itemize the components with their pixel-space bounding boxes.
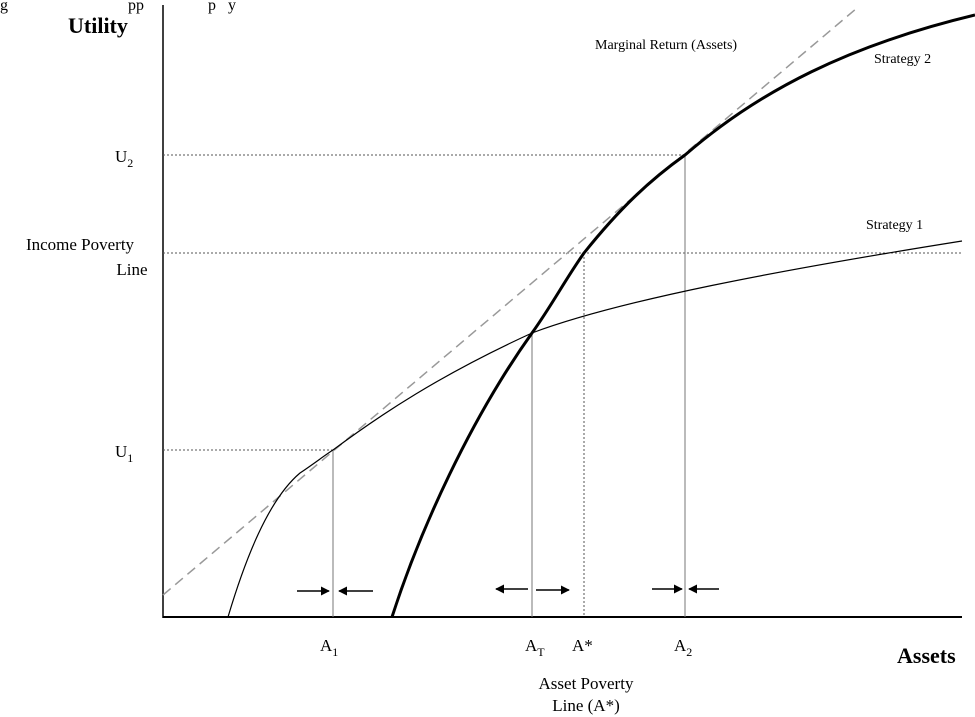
income-poverty-line-label-1: Income Poverty (26, 235, 135, 254)
cut-off-caption: g pp p y (0, 0, 236, 14)
income-poverty-line-label-2: Line (116, 260, 147, 279)
at-label: AT (525, 636, 545, 659)
asset-poverty-line-label-2: Line (A*) (552, 696, 620, 715)
y-axis-title: Utility (68, 13, 128, 38)
strategy-1-label: Strategy 1 (866, 218, 923, 233)
strategy-2-curve (390, 13, 975, 618)
astar-label: A* (572, 636, 593, 655)
x-axis-title: Assets (897, 643, 956, 668)
u2-label: U2 (115, 147, 133, 170)
strategy-2-label: Strategy 2 (874, 52, 931, 67)
u1-label: U1 (115, 442, 133, 465)
marginal-return-label: Marginal Return (Assets) (595, 38, 737, 53)
marginal-return-line (162, 7, 858, 596)
a1-label: A1 (320, 636, 338, 659)
asset-poverty-line-label-1: Asset Poverty (539, 674, 634, 693)
a2-label: A2 (674, 636, 692, 659)
strategy-1-curve (227, 240, 963, 618)
